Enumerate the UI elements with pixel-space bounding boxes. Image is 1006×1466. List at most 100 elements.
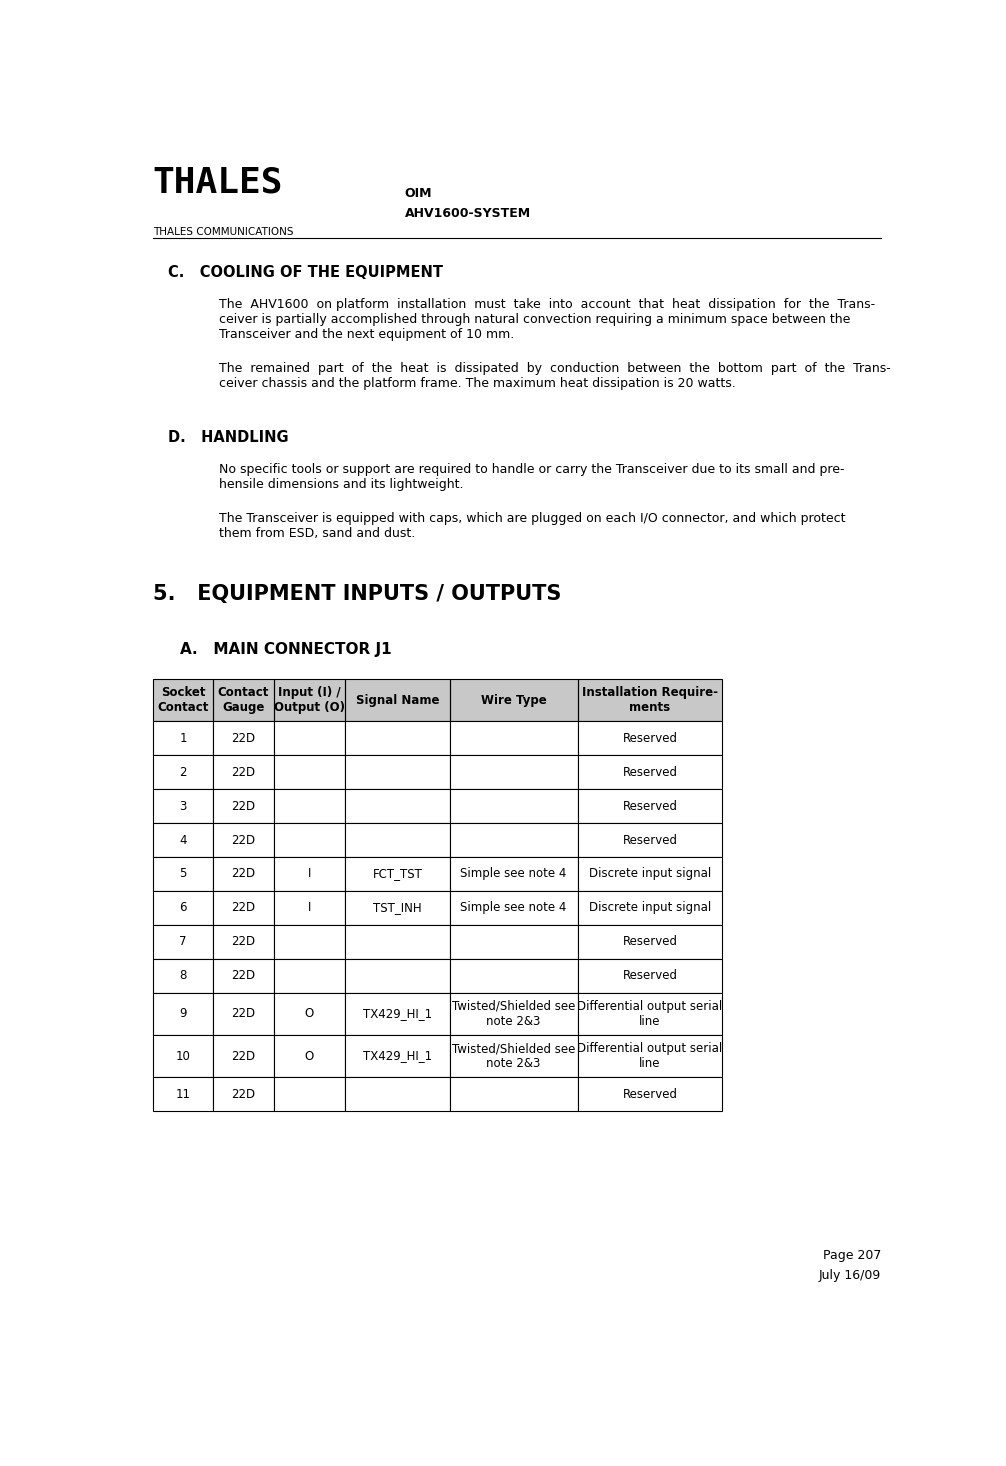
Bar (213, 992, 274, 1035)
Bar (577, 1078, 722, 1111)
Bar (153, 679, 213, 721)
Text: 3: 3 (179, 799, 187, 812)
Text: TX429_HI_1: TX429_HI_1 (363, 1007, 432, 1020)
Bar (577, 891, 722, 925)
Bar (450, 992, 577, 1035)
Text: Reserved: Reserved (623, 834, 677, 846)
Bar (345, 1035, 450, 1078)
Bar (213, 925, 274, 959)
Bar (345, 789, 450, 822)
Text: AHV1600-SYSTEM: AHV1600-SYSTEM (404, 208, 531, 220)
Text: C.   COOLING OF THE EQUIPMENT: C. COOLING OF THE EQUIPMENT (168, 265, 444, 280)
Text: OIM: OIM (404, 186, 433, 199)
Text: No specific tools or support are required to handle or carry the Transceiver due: No specific tools or support are require… (218, 463, 844, 476)
Bar (153, 721, 213, 755)
Text: 4: 4 (179, 834, 187, 846)
Bar (577, 679, 722, 721)
Bar (450, 789, 577, 822)
Text: 22D: 22D (231, 732, 256, 745)
Text: 22D: 22D (231, 1050, 256, 1063)
Bar (345, 858, 450, 891)
Bar (450, 1035, 577, 1078)
Text: A.   MAIN CONNECTOR J1: A. MAIN CONNECTOR J1 (180, 642, 391, 657)
Text: TX429_HI_1: TX429_HI_1 (363, 1050, 432, 1063)
Text: 1: 1 (179, 732, 187, 745)
Bar (450, 679, 577, 721)
Text: Reserved: Reserved (623, 1088, 677, 1101)
Text: July 16/09: July 16/09 (819, 1268, 881, 1281)
Text: 2: 2 (179, 765, 187, 778)
Text: 22D: 22D (231, 1088, 256, 1101)
Bar (577, 959, 722, 992)
Bar (577, 992, 722, 1035)
Text: Input (I) /
Output (O): Input (I) / Output (O) (274, 686, 345, 714)
Text: Twisted/Shielded see
note 2&3: Twisted/Shielded see note 2&3 (452, 1000, 575, 1028)
Bar (213, 959, 274, 992)
Bar (274, 822, 345, 858)
Bar (274, 789, 345, 822)
Text: I: I (308, 902, 311, 915)
Text: THALES: THALES (153, 166, 284, 199)
Text: O: O (305, 1007, 314, 1020)
Text: 22D: 22D (231, 834, 256, 846)
Bar (153, 925, 213, 959)
Bar (213, 1078, 274, 1111)
Bar (345, 992, 450, 1035)
Bar (153, 789, 213, 822)
Text: 22D: 22D (231, 1007, 256, 1020)
Bar (450, 822, 577, 858)
Text: Transceiver and the next equipment of 10 mm.: Transceiver and the next equipment of 10… (218, 327, 514, 340)
Bar (450, 959, 577, 992)
Text: ceiver chassis and the platform frame. The maximum heat dissipation is 20 watts.: ceiver chassis and the platform frame. T… (218, 377, 735, 390)
Bar (274, 721, 345, 755)
Bar (345, 822, 450, 858)
Bar (213, 721, 274, 755)
Text: O: O (305, 1050, 314, 1063)
Text: 5.   EQUIPMENT INPUTS / OUTPUTS: 5. EQUIPMENT INPUTS / OUTPUTS (153, 585, 561, 604)
Text: 22D: 22D (231, 969, 256, 982)
Bar (153, 1078, 213, 1111)
Bar (345, 925, 450, 959)
Text: The Transceiver is equipped with caps, which are plugged on each I/O connector, : The Transceiver is equipped with caps, w… (218, 512, 845, 525)
Bar (450, 858, 577, 891)
Bar (274, 959, 345, 992)
Bar (274, 992, 345, 1035)
Bar (577, 721, 722, 755)
Text: 22D: 22D (231, 935, 256, 949)
Text: Contact
Gauge: Contact Gauge (218, 686, 270, 714)
Bar (274, 679, 345, 721)
Bar (153, 959, 213, 992)
Text: Reserved: Reserved (623, 935, 677, 949)
Bar (213, 858, 274, 891)
Bar (345, 891, 450, 925)
Bar (577, 822, 722, 858)
Text: FCT_TST: FCT_TST (372, 868, 423, 881)
Bar (153, 822, 213, 858)
Bar (345, 679, 450, 721)
Text: TST_INH: TST_INH (373, 902, 422, 915)
Text: them from ESD, sand and dust.: them from ESD, sand and dust. (218, 528, 415, 539)
Text: Signal Name: Signal Name (356, 693, 440, 707)
Bar (274, 1035, 345, 1078)
Text: Socket
Contact: Socket Contact (157, 686, 209, 714)
Text: 6: 6 (179, 902, 187, 915)
Text: Differential output serial
line: Differential output serial line (577, 1042, 722, 1070)
Bar (153, 858, 213, 891)
Text: Reserved: Reserved (623, 765, 677, 778)
Bar (274, 925, 345, 959)
Text: THALES COMMUNICATIONS: THALES COMMUNICATIONS (153, 227, 294, 236)
Text: I: I (308, 868, 311, 881)
Bar (274, 858, 345, 891)
Bar (213, 891, 274, 925)
Text: Twisted/Shielded see
note 2&3: Twisted/Shielded see note 2&3 (452, 1042, 575, 1070)
Bar (345, 1078, 450, 1111)
Bar (274, 891, 345, 925)
Text: The  AHV1600  on platform  installation  must  take  into  account  that  heat  : The AHV1600 on platform installation mus… (218, 298, 875, 311)
Bar (577, 858, 722, 891)
Text: 11: 11 (176, 1088, 190, 1101)
Text: 10: 10 (176, 1050, 190, 1063)
Bar (450, 891, 577, 925)
Bar (577, 1035, 722, 1078)
Text: 22D: 22D (231, 868, 256, 881)
Bar (213, 1035, 274, 1078)
